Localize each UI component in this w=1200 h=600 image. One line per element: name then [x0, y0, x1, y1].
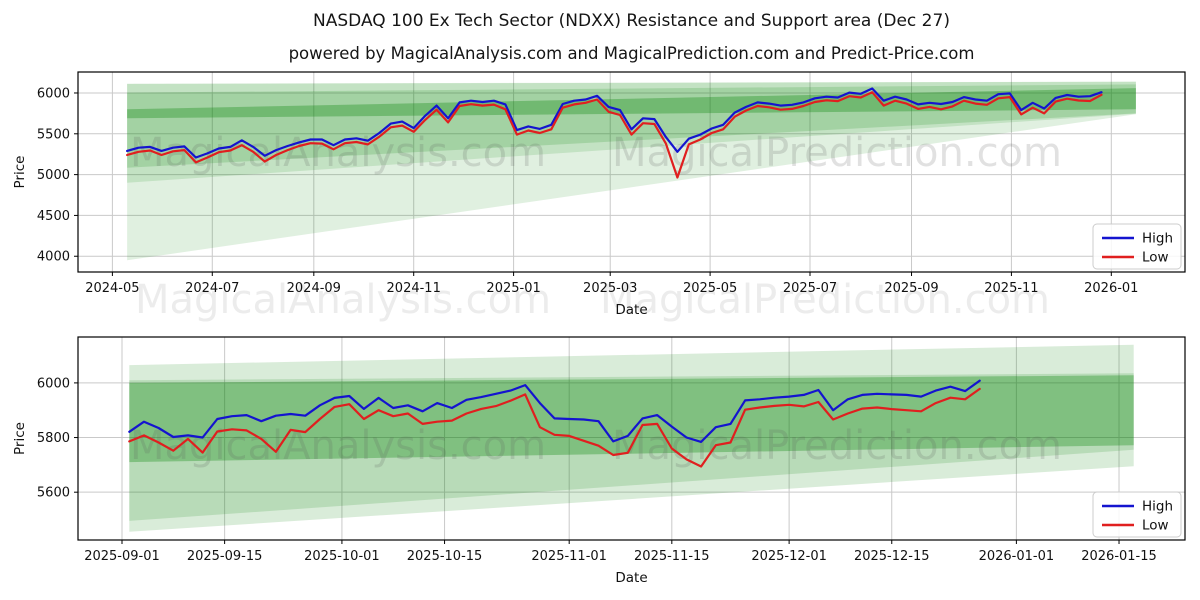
figure-subtitle: powered by MagicalAnalysis.com and Magic… [288, 44, 975, 63]
x-tick-label: 2025-11 [984, 281, 1038, 296]
y-tick-label: 4500 [37, 209, 70, 224]
plot-border [77, 336, 1186, 541]
y-tick-label: 5000 [37, 168, 70, 183]
watermark-layer: MagicalAnalysis.com MagicalPrediction.com… [130, 130, 1062, 469]
x-tick-label: 2025-09-01 [84, 549, 160, 564]
y-tick-label: 6000 [37, 86, 70, 101]
x-tick-label: 2025-10-01 [304, 549, 380, 564]
x-tick-label: 2025-12-01 [751, 549, 827, 564]
x-axis-label: Date [615, 302, 647, 318]
watermark-text: MagicalAnalysis.com [130, 130, 546, 176]
support-resistance-band [127, 88, 1136, 119]
x-tick-label: 2024-09 [287, 281, 341, 296]
high-line [128, 379, 981, 443]
y-tick-label: 5600 [37, 486, 70, 501]
x-tick-label: 2025-11-15 [634, 549, 710, 564]
x-tick-label: 2024-07 [185, 281, 239, 296]
y-tick-label: 5500 [37, 127, 70, 142]
x-tick-label: 2024-11 [387, 281, 441, 296]
support-resistance-band [129, 344, 1134, 532]
x-tick-label: 2026-01-15 [1081, 549, 1157, 564]
x-tick-label: 2026-01-01 [979, 549, 1055, 564]
x-tick-label: 2024-05 [85, 281, 139, 296]
support-resistance-band [129, 375, 1134, 463]
legend-label: High [1142, 499, 1173, 515]
x-tick-label: 2025-11-01 [531, 549, 607, 564]
x-tick-label: 2026-01 [1084, 281, 1138, 296]
y-axis-label: Price [12, 422, 28, 455]
support-resistance-band [127, 81, 1136, 183]
legend-label: Low [1142, 250, 1169, 266]
x-tick-label: 2025-07 [783, 281, 837, 296]
chart-1: 2024-05 2024-07 2024-09 2024-11 2025-01 2025-… [12, 71, 1186, 318]
x-tick-label: 2025-05 [683, 281, 737, 296]
x-tick-label: 2025-09-15 [187, 549, 263, 564]
support-resistance-band [127, 81, 1136, 261]
plot-border [77, 71, 1186, 273]
y-tick-label: 6000 [37, 376, 70, 391]
watermark-text: MagicalAnalysis.com [130, 423, 546, 469]
figure-title: NASDAQ 100 Ex Tech Sector (NDXX) Resista… [313, 11, 950, 31]
legend-label: Low [1142, 518, 1169, 534]
low-line [125, 91, 1103, 179]
high-line [125, 87, 1103, 159]
y-tick-label: 4000 [37, 250, 70, 265]
low-line [128, 387, 981, 468]
x-tick-label: 2025-01 [486, 281, 540, 296]
chart-2: 2025-09-01 2025-09-15 2025-10-01 2025-10-15… [12, 336, 1186, 586]
watermark-text: MagicalAnalysis.com [135, 277, 551, 323]
x-tick-label: 2025-12-15 [854, 549, 930, 564]
y-axis-label: Price [12, 156, 28, 189]
x-tick-label: 2025-03 [583, 281, 637, 296]
x-tick-label: 2025-09 [884, 281, 938, 296]
watermark-text: MagicalPrediction.com [600, 277, 1050, 323]
legend: High Low [1092, 223, 1182, 270]
watermark-text: MagicalPrediction.com [612, 423, 1062, 469]
y-tick-label: 5800 [37, 431, 70, 446]
legend-label: High [1142, 231, 1173, 247]
x-axis-label: Date [615, 570, 647, 586]
x-tick-label: 2025-10-15 [407, 549, 483, 564]
legend: High Low [1092, 491, 1182, 538]
